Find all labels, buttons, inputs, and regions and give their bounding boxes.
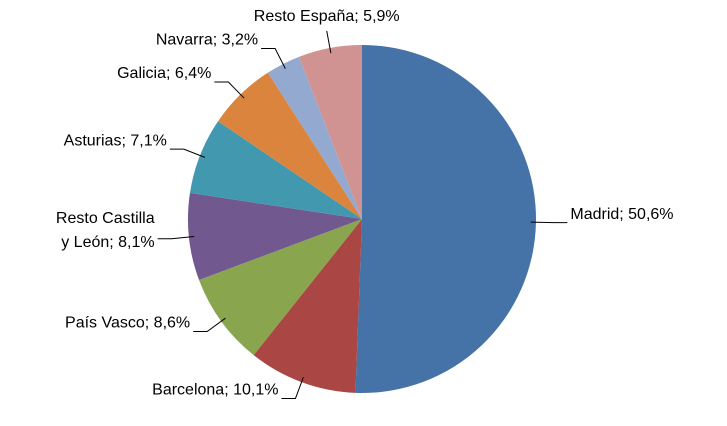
data-label: Madrid; 50,6%: [570, 206, 673, 223]
data-label: Asturias; 7,1%: [64, 132, 167, 149]
data-label: Galicia; 6,4%: [117, 65, 211, 82]
leader-line: [326, 30, 332, 54]
pie-slice: [253, 219, 362, 393]
pie-slice: [298, 45, 362, 219]
pie-slice: [189, 121, 362, 219]
pie-slice: [199, 219, 362, 356]
data-label: Barcelona; 10,1%: [152, 382, 278, 399]
label-line: y León; 8,1%: [61, 234, 154, 251]
leader-line: [157, 235, 195, 240]
data-label: Resto España; 5,9%: [254, 8, 400, 25]
leader-line: [261, 47, 286, 69]
data-label: País Vasco; 8,6%: [65, 315, 190, 332]
pie-slice: [355, 45, 536, 394]
pie-slice: [218, 72, 362, 219]
leader-line: [214, 81, 245, 99]
data-label: Navarra; 3,2%: [156, 32, 258, 49]
leader-line: [193, 317, 226, 333]
data-label: Resto Castilla y León; 8,1%: [56, 210, 155, 251]
label-line: Resto Castilla: [56, 210, 155, 227]
pie-slice: [187, 192, 362, 280]
leader-line: [169, 148, 206, 158]
pie-slice: [267, 56, 362, 219]
leader-line: [281, 377, 304, 399]
